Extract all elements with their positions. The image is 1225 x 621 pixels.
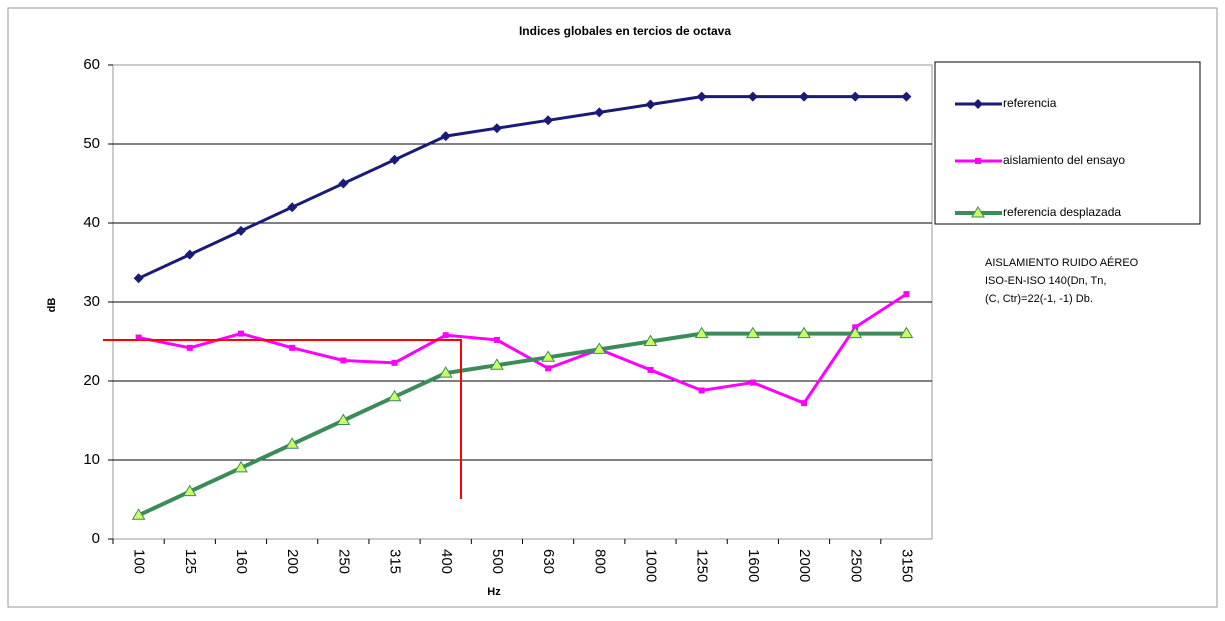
marker bbox=[749, 379, 756, 386]
series-line bbox=[137, 331, 907, 518]
x-tick-label: 1000 bbox=[643, 549, 660, 582]
marker bbox=[135, 334, 142, 341]
marker bbox=[971, 206, 985, 218]
marker bbox=[391, 359, 398, 366]
marker bbox=[184, 249, 195, 260]
marker bbox=[643, 334, 658, 346]
y-tick-label: 30 bbox=[83, 293, 100, 310]
annotation: AISLAMIENTO RUIDO AÉREO bbox=[985, 256, 1139, 269]
marker bbox=[389, 154, 400, 165]
marker bbox=[848, 326, 863, 339]
marker bbox=[186, 344, 193, 351]
marker bbox=[850, 91, 861, 102]
marker bbox=[698, 387, 705, 394]
marker bbox=[797, 326, 811, 339]
marker bbox=[289, 344, 296, 351]
x-tick-label: 1600 bbox=[745, 549, 762, 582]
marker bbox=[899, 326, 914, 339]
y-tick-label: 60 bbox=[83, 56, 100, 73]
x-tick-label: 100 bbox=[131, 549, 148, 574]
legend-label: referencia desplazada bbox=[1003, 205, 1121, 219]
chart-title: Indices globales en tercios de octava bbox=[519, 24, 731, 38]
marker bbox=[747, 91, 758, 102]
marker bbox=[541, 350, 555, 362]
marker bbox=[975, 158, 981, 164]
marker bbox=[336, 413, 351, 425]
x-tick-label: 3150 bbox=[898, 549, 915, 582]
marker bbox=[287, 202, 298, 213]
x-tick-label: 500 bbox=[489, 549, 506, 574]
y-tick-label: 20 bbox=[83, 372, 100, 389]
marker bbox=[745, 326, 760, 339]
y-tick-label: 0 bbox=[92, 530, 100, 547]
marker bbox=[237, 330, 244, 337]
marker bbox=[594, 107, 605, 118]
marker bbox=[647, 366, 654, 373]
marker bbox=[234, 460, 248, 473]
x-tick-label: 2500 bbox=[847, 549, 864, 582]
marker bbox=[490, 358, 504, 370]
marker bbox=[903, 291, 910, 298]
marker bbox=[387, 389, 402, 402]
marker bbox=[801, 400, 808, 407]
marker bbox=[543, 115, 554, 126]
marker bbox=[592, 342, 607, 354]
x-axis-label: Hz bbox=[487, 586, 501, 598]
x-tick-label: 125 bbox=[182, 549, 199, 574]
x-tick-label: 1250 bbox=[694, 549, 711, 582]
annotation: (C, Ctr)=22(-1, -1) Db. bbox=[985, 293, 1093, 305]
y-tick-label: 40 bbox=[83, 214, 100, 231]
marker bbox=[491, 123, 502, 134]
marker bbox=[440, 131, 451, 142]
marker bbox=[901, 91, 912, 102]
marker bbox=[438, 366, 453, 378]
marker bbox=[799, 91, 810, 102]
y-tick-label: 10 bbox=[83, 451, 100, 468]
legend-label: aislamiento del ensayo bbox=[1003, 153, 1125, 167]
marker bbox=[645, 99, 656, 110]
legend-label: referencia bbox=[1003, 96, 1057, 110]
x-tick-label: 200 bbox=[284, 549, 301, 574]
marker bbox=[696, 91, 707, 102]
plot: 0 10 20 30 40 50 60 100 125 160 200 250 315 400 500 630… bbox=[83, 56, 1125, 582]
marker bbox=[131, 508, 146, 520]
annotation: ISO-EN-ISO 140(Dn, Tn, bbox=[985, 275, 1106, 287]
marker bbox=[493, 336, 500, 343]
marker bbox=[182, 484, 197, 497]
marker bbox=[235, 225, 246, 236]
x-tick-label: 250 bbox=[335, 549, 352, 574]
legend bbox=[934, 61, 1201, 225]
marker bbox=[285, 437, 300, 449]
marker bbox=[442, 332, 449, 339]
x-tick-label: 800 bbox=[591, 549, 608, 574]
marker bbox=[340, 357, 347, 364]
x-tick-label: 160 bbox=[233, 549, 250, 574]
y-axis-label: dB bbox=[46, 298, 58, 313]
marker bbox=[694, 326, 709, 339]
marker bbox=[973, 99, 983, 109]
series-line bbox=[137, 95, 907, 280]
x-tick-label: 315 bbox=[387, 549, 404, 574]
marker bbox=[545, 365, 552, 372]
x-tick-label: 630 bbox=[540, 549, 557, 574]
marker bbox=[338, 178, 349, 189]
y-tick-label: 50 bbox=[83, 135, 100, 152]
x-tick-label: 400 bbox=[438, 549, 455, 574]
x-tick-label: 2000 bbox=[796, 549, 813, 582]
marker bbox=[133, 273, 144, 284]
